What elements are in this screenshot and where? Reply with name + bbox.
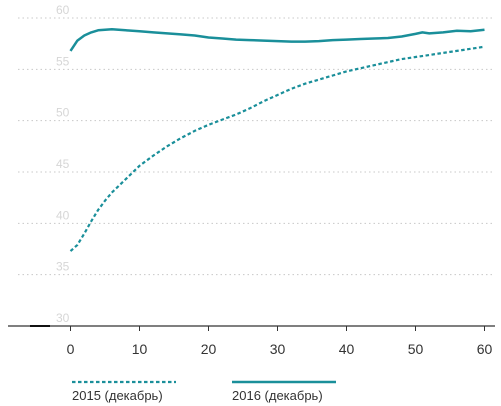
x-tick-label: 20: [201, 341, 217, 357]
series-line-1: [69, 28, 485, 52]
y-axis-ticks: 30 35 40 45 50 55 60: [56, 3, 70, 325]
x-tick-label: 30: [270, 341, 286, 357]
y-tick-label: 45: [56, 157, 70, 171]
x-tick-label: 60: [477, 341, 493, 357]
x-axis-ticks: 0 10 20 30 40 50 60: [67, 326, 493, 357]
y-tick-label: 35: [56, 260, 70, 274]
y-tick-label: 60: [56, 3, 70, 17]
y-tick-label: 30: [56, 311, 70, 325]
series-line-0: [69, 45, 485, 252]
series-lines: [69, 28, 485, 252]
x-tick-label: 0: [67, 341, 75, 357]
y-tick-label: 55: [56, 54, 70, 68]
y-tick-label: 40: [56, 208, 70, 222]
x-tick-label: 10: [132, 341, 148, 357]
y-tick-label: 50: [56, 106, 70, 120]
x-tick-label: 40: [339, 341, 355, 357]
legend-label-0: 2015 (декабрь): [72, 388, 163, 403]
legend: 2015 (декабрь) 2016 (декабрь): [72, 380, 336, 403]
legend-label-1: 2016 (декабрь): [232, 388, 323, 403]
x-tick-label: 50: [408, 341, 424, 357]
